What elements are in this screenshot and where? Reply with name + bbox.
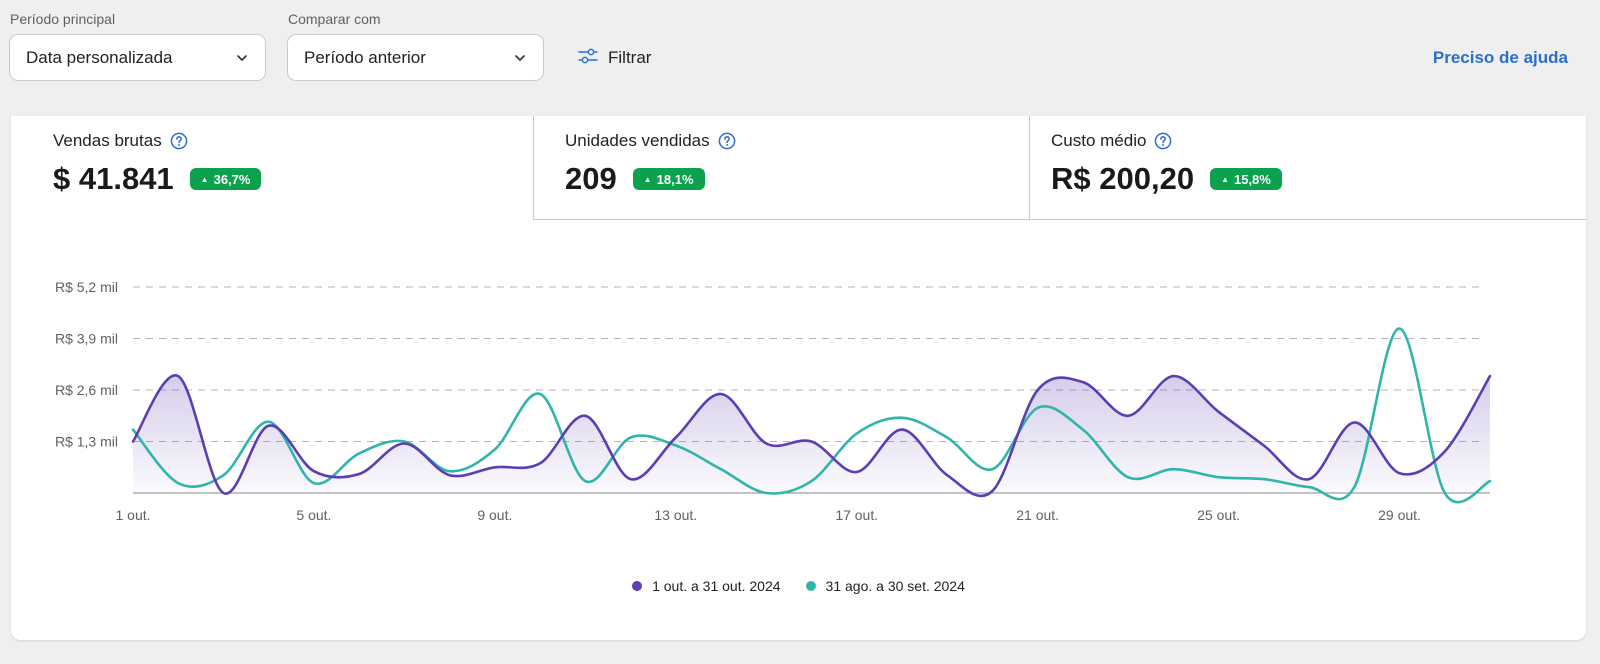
y-tick-label: R$ 1,3 mil — [55, 434, 118, 450]
legend-label: 1 out. a 31 out. 2024 — [652, 578, 781, 594]
chart-legend: 1 out. a 31 out. 2024 31 ago. a 30 set. … — [11, 578, 1586, 594]
sliders-icon — [578, 47, 598, 70]
y-tick-label: R$ 3,9 mil — [55, 331, 118, 347]
change-value: 15,8% — [1233, 171, 1271, 187]
x-tick-label: 29 out. — [1378, 507, 1421, 523]
compare-select[interactable]: Período anterior — [287, 34, 544, 81]
metric-tabs-background — [533, 116, 1586, 220]
triangle-up-icon: ▲ — [643, 174, 652, 184]
x-tick-label: 13 out. — [654, 507, 697, 523]
metric-title: Unidades vendidas — [565, 131, 710, 150]
change-badge: ▲ 36,7% — [189, 168, 262, 190]
filter-button[interactable]: Filtrar — [578, 44, 651, 72]
x-tick-label: 9 out. — [477, 507, 512, 523]
metric-value: 209 — [565, 161, 617, 196]
change-badge: ▲ 15,8% — [1210, 168, 1282, 190]
filter-label: Filtrar — [608, 48, 652, 67]
sales-line-chart[interactable]: R$ 1,3 mil R$ 2,6 mil R$ 3,9 mil R$ 5,2 mil… — [11, 116, 1586, 566]
triangle-up-icon: ▲ — [200, 174, 209, 184]
change-value: 36,7% — [213, 171, 251, 187]
legend-item-current[interactable]: 1 out. a 31 out. 2024 — [632, 578, 781, 594]
main-period-label: Período principal — [10, 11, 116, 27]
chevron-down-icon — [513, 51, 527, 65]
sales-card: Vendas brutas $ 41.841 ▲ 36,7% Unidades … — [11, 116, 1586, 640]
compare-label: Comparar com — [288, 11, 381, 27]
x-tick-label: 17 out. — [835, 507, 878, 523]
change-badge: ▲ 18,1% — [632, 168, 705, 190]
x-tick-label: 5 out. — [296, 507, 331, 523]
legend-dot — [805, 581, 816, 591]
question-circle-icon[interactable] — [170, 132, 188, 150]
metric-value: R$ 200,20 — [1051, 161, 1195, 196]
main-period-value: Data personalizada — [26, 47, 173, 67]
question-circle-icon[interactable] — [718, 132, 736, 150]
legend-label: 31 ago. a 30 set. 2024 — [825, 578, 965, 594]
metric-title: Vendas brutas — [53, 131, 162, 150]
x-tick-label: 25 out. — [1197, 507, 1240, 523]
series-line-previous — [131, 327, 1492, 504]
main-period-select[interactable]: Data personalizada — [9, 34, 266, 81]
y-tick-label: R$ 2,6 mil — [55, 382, 118, 398]
series-line-current — [131, 374, 1492, 498]
triangle-up-icon: ▲ — [1221, 174, 1229, 184]
metric-value: $ 41.841 — [53, 161, 174, 196]
legend-dot — [632, 581, 643, 591]
change-value: 18,1% — [656, 171, 694, 187]
chevron-down-icon — [235, 51, 249, 65]
metric-title: Custo médio — [1051, 131, 1147, 150]
compare-value: Período anterior — [304, 47, 426, 67]
x-tick-label: 21 out. — [1016, 507, 1059, 523]
y-tick-label: R$ 5,2 mil — [55, 279, 118, 295]
question-circle-icon[interactable] — [1154, 132, 1172, 150]
legend-item-previous[interactable]: 31 ago. a 30 set. 2024 — [805, 578, 965, 594]
tab-divider — [1029, 116, 1030, 220]
help-link[interactable]: Preciso de ajuda — [1432, 48, 1568, 67]
series-area-current — [133, 375, 1490, 496]
x-tick-label: 1 out. — [115, 507, 150, 523]
